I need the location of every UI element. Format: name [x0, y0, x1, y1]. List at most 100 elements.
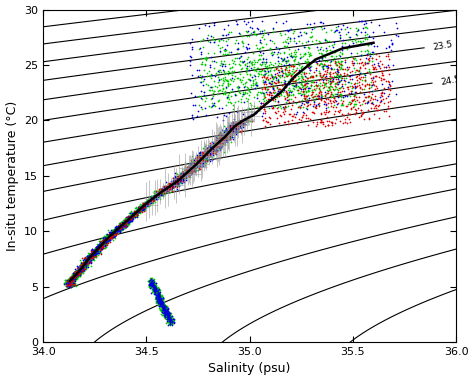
Point: [329, 78, 337, 84]
Point: [294, 59, 301, 65]
Point: [341, 59, 348, 65]
Point: [223, 95, 230, 101]
Point: [136, 209, 144, 215]
Point: [98, 240, 106, 247]
Point: [277, 32, 285, 38]
Point: [232, 124, 240, 130]
Point: [91, 250, 98, 256]
Point: [266, 67, 274, 73]
Point: [90, 248, 98, 254]
Point: [317, 119, 324, 125]
Point: [268, 73, 275, 79]
Point: [118, 219, 126, 226]
Point: [196, 163, 204, 169]
Point: [221, 128, 228, 134]
Point: [153, 196, 161, 202]
Point: [215, 139, 222, 146]
Point: [328, 91, 336, 97]
Point: [128, 212, 136, 218]
Point: [189, 102, 197, 108]
Point: [236, 123, 244, 130]
Point: [155, 188, 163, 194]
Point: [143, 199, 151, 205]
Point: [74, 265, 82, 271]
Point: [198, 152, 206, 158]
Point: [128, 213, 136, 219]
Point: [84, 257, 92, 263]
Point: [96, 250, 103, 256]
Point: [93, 250, 100, 256]
Point: [158, 187, 166, 194]
Point: [349, 60, 357, 66]
Point: [222, 130, 230, 136]
Point: [86, 256, 94, 262]
Point: [154, 296, 162, 302]
Point: [200, 163, 207, 169]
Point: [154, 291, 162, 297]
Point: [190, 163, 197, 169]
Point: [161, 186, 168, 192]
Point: [173, 181, 181, 187]
Point: [147, 195, 155, 201]
Point: [168, 188, 175, 194]
Point: [74, 269, 82, 275]
Point: [166, 314, 173, 320]
Point: [172, 176, 180, 182]
Point: [157, 189, 165, 195]
Point: [123, 222, 131, 228]
Point: [222, 131, 230, 137]
Point: [113, 228, 121, 234]
Point: [163, 316, 170, 322]
Point: [312, 91, 320, 97]
Point: [226, 125, 234, 131]
Point: [85, 255, 93, 261]
Point: [92, 245, 100, 251]
Point: [161, 307, 168, 314]
Point: [211, 150, 219, 156]
Point: [361, 60, 369, 66]
Point: [154, 192, 161, 198]
Point: [368, 77, 375, 83]
Point: [137, 210, 144, 216]
Point: [214, 140, 222, 146]
Point: [151, 290, 159, 296]
Point: [290, 76, 297, 82]
Point: [215, 137, 223, 143]
Point: [321, 68, 329, 74]
Point: [270, 40, 278, 46]
Point: [222, 135, 229, 141]
Point: [166, 315, 173, 322]
Point: [188, 167, 195, 173]
Point: [161, 183, 168, 189]
Point: [230, 126, 238, 132]
Point: [149, 279, 157, 285]
Point: [203, 149, 210, 155]
Point: [323, 114, 330, 120]
Point: [150, 285, 158, 291]
Point: [152, 188, 160, 194]
Point: [192, 155, 200, 162]
Point: [285, 69, 292, 75]
Point: [76, 273, 84, 279]
Point: [132, 204, 140, 210]
Point: [218, 127, 225, 133]
Point: [302, 74, 310, 80]
Point: [255, 46, 263, 52]
Point: [357, 107, 365, 113]
Point: [163, 307, 170, 314]
Point: [157, 189, 165, 195]
Point: [121, 221, 129, 227]
Point: [284, 34, 292, 40]
Point: [109, 234, 117, 240]
Point: [81, 255, 89, 261]
Point: [136, 206, 144, 212]
Point: [149, 279, 157, 285]
Point: [96, 247, 103, 253]
Point: [154, 289, 161, 295]
Point: [202, 146, 210, 152]
Point: [232, 92, 240, 98]
Point: [318, 19, 325, 26]
Point: [321, 74, 329, 80]
Point: [163, 307, 171, 313]
Point: [156, 303, 164, 309]
